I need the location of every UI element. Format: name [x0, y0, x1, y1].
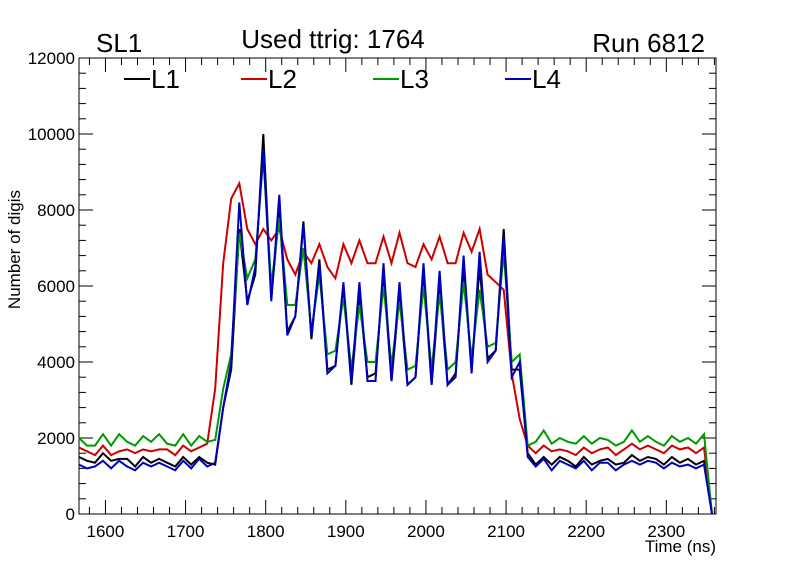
y-tick-label: 4000	[37, 353, 75, 372]
x-tick-label: 1600	[87, 522, 125, 541]
y-tick-labels: 0 2000 4000 6000 8000 10000 12000	[28, 49, 75, 524]
chart-title: Used ttrig: 1764	[241, 24, 425, 54]
y-axis-label: Number of digis	[5, 190, 24, 309]
axis-ticks	[79, 57, 716, 515]
x-tick-label: 2200	[567, 522, 605, 541]
x-tick-label: 2300	[647, 522, 685, 541]
legend: L1 L2 L3 L4	[124, 64, 561, 94]
title-left: SL1	[96, 28, 142, 58]
legend-label-l4: L4	[532, 64, 561, 94]
x-tick-label: 1900	[327, 522, 365, 541]
title-right: Run 6812	[592, 28, 705, 58]
series-line-l4	[78, 149, 713, 515]
x-tick-label: 2100	[487, 522, 525, 541]
y-tick-label: 6000	[37, 277, 75, 296]
y-tick-label: 8000	[37, 201, 75, 220]
legend-label-l2: L2	[268, 64, 297, 94]
legend-label-l3: L3	[400, 64, 429, 94]
series-lines	[78, 133, 713, 515]
y-tick-label: 2000	[37, 429, 75, 448]
x-tick-label: 1800	[247, 522, 285, 541]
series-line-l2	[78, 180, 713, 515]
y-tick-label: 0	[66, 505, 75, 524]
legend-label-l1: L1	[151, 64, 180, 94]
y-tick-label: 12000	[28, 49, 75, 68]
x-axis-label: Time (ns)	[645, 537, 716, 556]
x-tick-label: 2000	[407, 522, 445, 541]
y-tick-label: 10000	[28, 125, 75, 144]
x-tick-labels: 1600 1700 1800 1900 2000 2100 2200 2300	[87, 522, 686, 541]
x-tick-label: 1700	[167, 522, 205, 541]
